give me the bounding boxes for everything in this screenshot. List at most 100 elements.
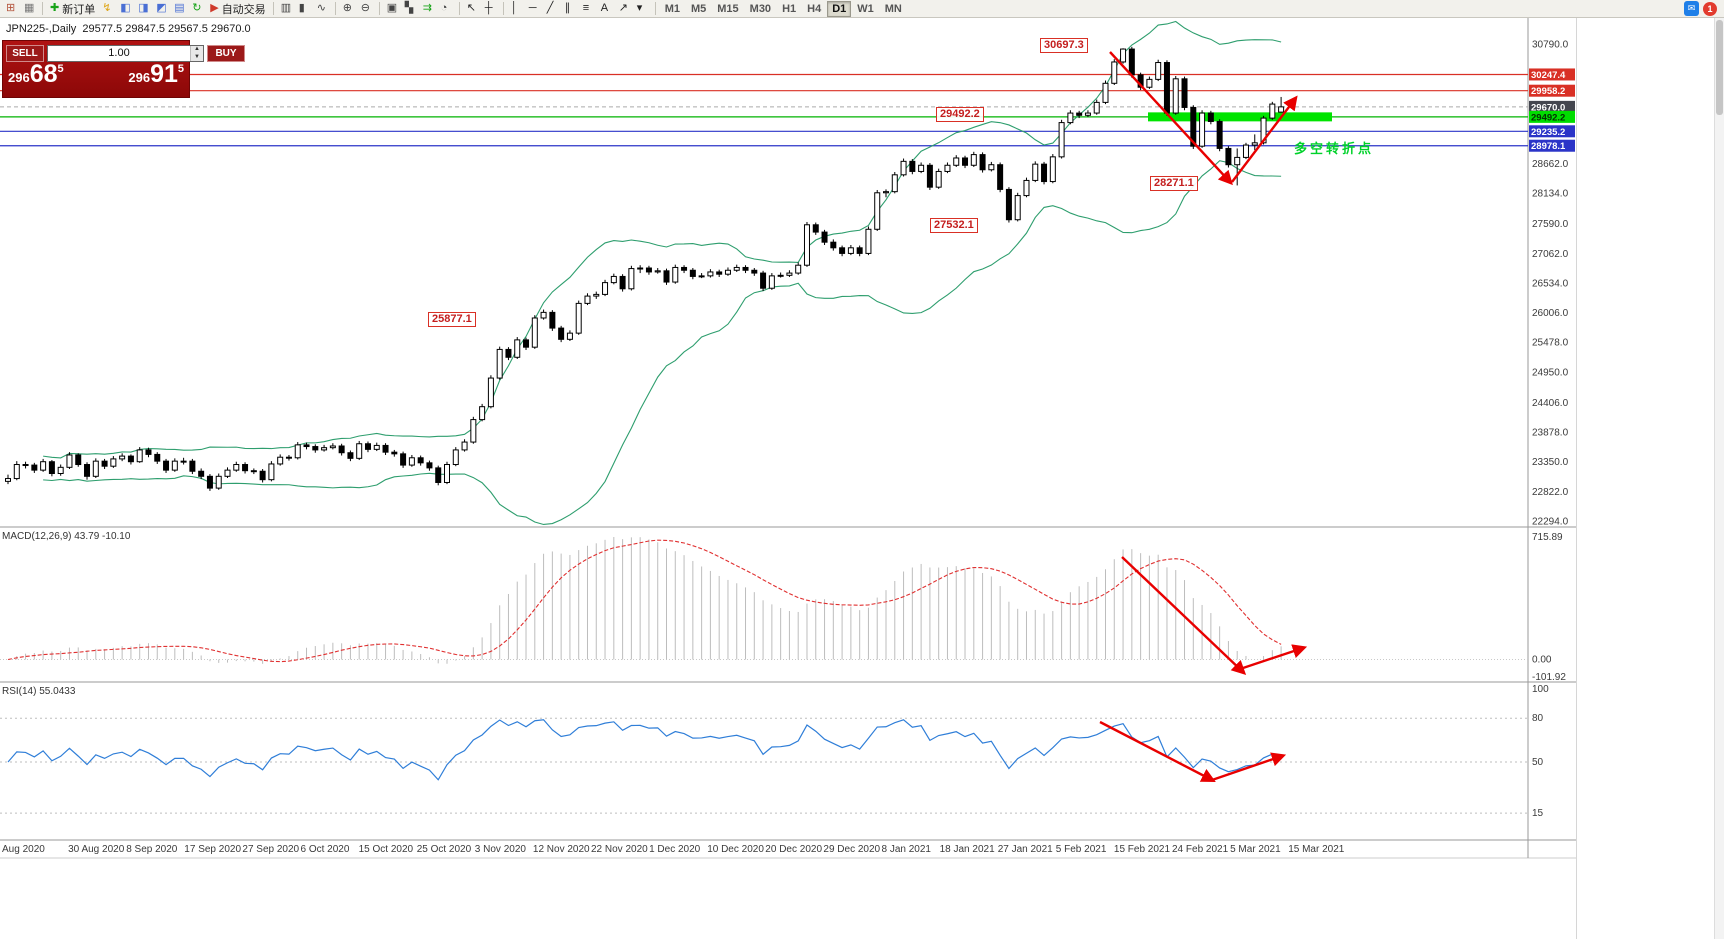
refresh-button[interactable]: ↻ (189, 1, 206, 17)
timeframe-m1-button[interactable]: M1 (660, 1, 685, 17)
price-axis[interactable]: 30790.0 28662.0 28134.0 27590.0 27062.0 26534… (1532, 40, 1569, 820)
price-annotation[interactable]: 29492.2 (936, 107, 984, 122)
zoom-out-button[interactable]: ⊖ (358, 1, 375, 17)
scrollbar-thumb[interactable] (1716, 20, 1723, 115)
chart-profiles-button[interactable]: ▦ (21, 1, 38, 17)
notification-badge[interactable]: 1 (1703, 1, 1717, 16)
candle (1190, 106, 1197, 147)
timeframe-m5-button[interactable]: M5 (686, 1, 711, 17)
toolbar: ⊞ ▦ ✚ 新订单 ↯ ◧ ◨ ◩ ▤ ↻ ▶ 自动交易 ▥ ▮ ∿ ⊕ ⊖ ▣ ▚ ⇉ ◔ ↖ ┼ │ ─ ╱ ∥ ≡ A ↗ ▾ M1 M… (0, 0, 1724, 18)
data-window-button[interactable]: ◨ (135, 1, 152, 17)
trade-panel-prices: 296685 296915 (3, 62, 189, 89)
candle (733, 266, 740, 271)
chart-shift-button[interactable]: ⇉ (420, 1, 437, 17)
trend-arrow[interactable] (1242, 644, 1308, 670)
price-annotation[interactable]: 25877.1 (428, 312, 476, 327)
mql5-signals-button[interactable]: ↯ (99, 1, 116, 17)
cursor-button[interactable]: ↖ (464, 1, 481, 17)
volume-down-button[interactable]: ▼ (191, 53, 203, 61)
terminal-button[interactable]: ▤ (171, 1, 188, 17)
chart-symbol-label: JPN225-,Daily 29577.5 29847.5 29567.5 29… (6, 23, 251, 35)
date-label: 15 Oct 2020 (359, 844, 414, 855)
shapes-dropdown-button[interactable]: ▾ (634, 1, 651, 17)
trend-arrow[interactable] (1121, 556, 1247, 675)
macd-scale-label: -101.92 (1532, 672, 1566, 683)
market-watch-button[interactable]: ◧ (117, 1, 134, 17)
date-label: 17 Sep 2020 (184, 844, 241, 855)
turning-point-note[interactable]: 多空转折点 (1294, 141, 1375, 156)
candle (84, 464, 91, 477)
new-order-button[interactable]: ✚ 新订单 (47, 1, 98, 17)
trendline-tool-button[interactable]: ╱ (544, 1, 561, 17)
channel-tool-button[interactable]: ∥ (562, 1, 579, 17)
date-label: 1 Dec 2020 (649, 844, 701, 855)
candle (1155, 62, 1162, 80)
auto-arrange-button[interactable]: ▚ (402, 1, 419, 17)
price-tag (1529, 84, 1575, 97)
timeframe-h1-button[interactable]: H1 (777, 1, 801, 17)
autotrading-button[interactable]: ▶ 自动交易 (207, 1, 268, 17)
chart-canvas[interactable]: 30790.0 28662.0 28134.0 27590.0 27062.0 26534… (0, 0, 1576, 939)
candle (259, 470, 266, 481)
sell-button[interactable]: SELL (6, 44, 44, 62)
candle (777, 274, 784, 277)
candle (1023, 179, 1030, 197)
highlight-band[interactable] (1148, 112, 1332, 122)
trend-arrow[interactable] (1231, 95, 1298, 183)
trend-arrow[interactable] (1211, 752, 1287, 782)
crosshair-button[interactable]: ┼ (482, 1, 499, 17)
tile-windows-button[interactable]: ▣ (384, 1, 401, 17)
navigator-icon: ◩ (156, 2, 167, 14)
trend-arrow[interactable] (1109, 51, 1233, 186)
timeframe-w1-button[interactable]: W1 (852, 1, 879, 17)
vertical-scrollbar[interactable] (1714, 18, 1724, 939)
candle (760, 272, 767, 289)
toolbar-separator (378, 2, 380, 15)
timeframe-m15-button[interactable]: M15 (712, 1, 743, 17)
horizontal-line-tool-button[interactable]: ─ (526, 1, 543, 17)
candle (233, 464, 240, 471)
candle (329, 445, 336, 449)
date-axis[interactable]: Aug 2020 30 Aug 2020 8 Sep 2020 17 Sep 2020… (2, 844, 1345, 855)
candle (716, 271, 723, 275)
candle (1225, 147, 1232, 166)
price-annotation[interactable]: 30697.3 (1040, 38, 1088, 53)
price-annotation[interactable]: 28271.1 (1150, 176, 1198, 191)
text-tool-button[interactable]: A (598, 1, 615, 17)
timeframe-m30-button[interactable]: M30 (745, 1, 776, 17)
arrows-tool-button[interactable]: ↗ (616, 1, 633, 17)
timeframe-d1-button[interactable]: D1 (827, 0, 852, 17)
buy-button[interactable]: BUY (207, 44, 245, 62)
navigator-button[interactable]: ◩ (153, 1, 170, 17)
candle (373, 444, 380, 450)
channel-tool-icon: ∥ (564, 2, 571, 14)
candle (1251, 142, 1258, 146)
date-label: 12 Nov 2020 (533, 844, 590, 855)
price-annotation[interactable]: 27532.1 (930, 218, 978, 233)
date-label: 30 Aug 2020 (68, 844, 125, 855)
bar-chart-mode-button[interactable]: ▥ (278, 1, 295, 17)
new-chart-button[interactable]: ⊞ (3, 1, 20, 17)
candle (997, 164, 1004, 190)
timeframe-mn-button[interactable]: MN (880, 1, 907, 17)
volume-up-button[interactable]: ▲ (191, 45, 203, 53)
zoom-in-button[interactable]: ⊕ (340, 1, 357, 17)
toolbar-separator (42, 2, 43, 15)
line-chart-mode-button[interactable]: ∿ (314, 1, 331, 17)
date-label: 5 Mar 2021 (1230, 844, 1281, 855)
period-dropdown-button[interactable]: ◔ (438, 1, 455, 17)
volume-input[interactable] (48, 45, 190, 61)
fibonacci-tool-button[interactable]: ≡ (580, 1, 597, 17)
candlestick-mode-button[interactable]: ▮ (296, 1, 313, 17)
refresh-icon: ↻ (192, 2, 202, 14)
timeframe-h4-button[interactable]: H4 (802, 1, 826, 17)
candle (444, 464, 450, 483)
vertical-line-tool-button[interactable]: │ (508, 1, 525, 17)
trend-arrow[interactable] (1099, 720, 1216, 782)
candle (171, 460, 178, 471)
candle (1093, 101, 1100, 114)
messenger-icon[interactable]: ✉ (1684, 1, 1699, 16)
candle (5, 478, 11, 482)
trend-arrows[interactable] (1099, 51, 1308, 782)
